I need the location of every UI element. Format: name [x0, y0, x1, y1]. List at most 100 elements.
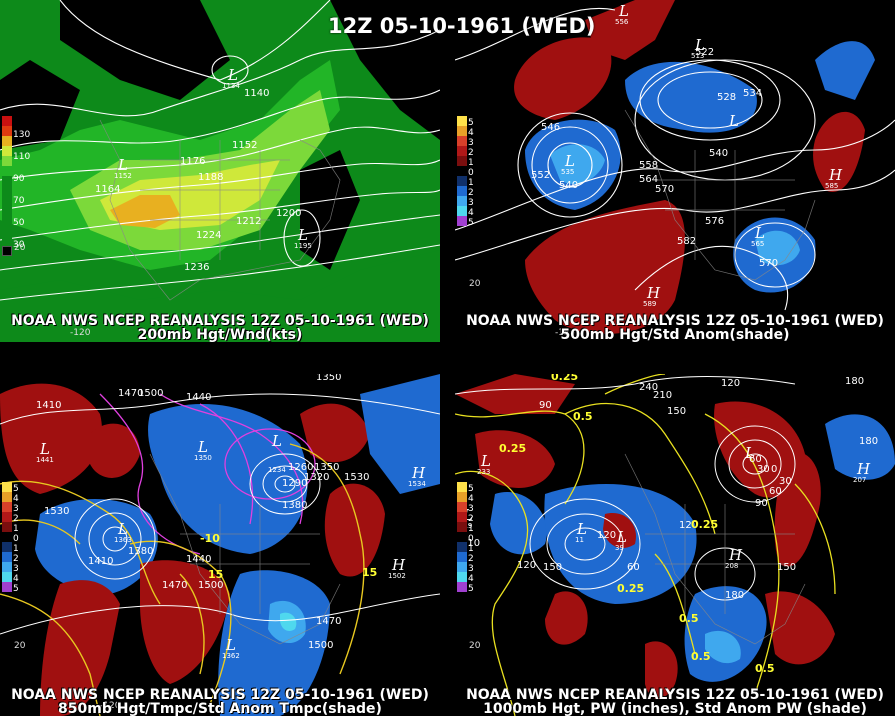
contour-label: 1176	[180, 156, 205, 167]
contour-label: 1530	[344, 472, 369, 483]
system-value: 535	[561, 168, 574, 176]
contour-label: 210	[461, 538, 480, 549]
contour-label: 1470	[118, 388, 143, 399]
contour-label: 1530	[44, 506, 69, 517]
contour-label: 1470	[162, 580, 187, 591]
latitude-tick: 20	[469, 279, 481, 289]
low-center-symbol: L	[271, 432, 282, 450]
high-center-symbol: H	[828, 166, 843, 184]
low-center-symbol: L	[754, 224, 765, 242]
contour-label: 558	[639, 160, 658, 171]
contour-label: 150	[667, 406, 686, 417]
system-value: 207	[853, 476, 866, 484]
contour-label: 1410	[88, 556, 113, 567]
low-center-symbol: L	[297, 226, 308, 244]
contour-label: 1380	[128, 546, 153, 557]
contour-label: 1380	[282, 500, 307, 511]
contour-label: 570	[655, 184, 674, 195]
system-value: 1363	[114, 536, 132, 544]
wind-speed-legend	[2, 116, 12, 256]
system-value: 1134	[222, 82, 240, 90]
panel-caption-source: NOAA NWS NCEP REANALYSIS 12Z 05-10-1961 …	[466, 687, 884, 703]
system-value: 589	[643, 300, 656, 308]
panel-caption-source: NOAA NWS NCEP REANALYSIS 12Z 05-10-1961 …	[11, 313, 429, 329]
contour-label: 120	[517, 560, 536, 571]
contour-label: 1164	[95, 184, 120, 195]
low-center-symbol: L	[480, 452, 491, 470]
contour-label: 60	[749, 454, 762, 465]
contour-label: 1350	[314, 462, 339, 473]
contour-label: 60	[769, 486, 782, 497]
contour-label: 1320	[304, 472, 329, 483]
system-value: 1350	[194, 454, 212, 462]
contour-label: 1500	[198, 580, 223, 591]
system-value: 233	[477, 468, 490, 476]
contour-label: 522	[695, 47, 714, 58]
system-value: 585	[825, 182, 838, 190]
contour-label: 0	[771, 464, 777, 475]
system-value: 1195	[294, 242, 312, 250]
contour-label: 1152	[232, 140, 257, 151]
anomaly-legend	[2, 482, 12, 592]
contour-label: 180	[725, 590, 744, 601]
precipitable-water-label: 0.25	[617, 582, 644, 595]
contour-label: 564	[639, 174, 658, 185]
precipitable-water-label: 0.5	[755, 662, 775, 675]
high-center-symbol: H	[728, 546, 743, 564]
latitude-tick: 20	[14, 641, 26, 651]
system-value: 513	[691, 52, 704, 60]
low-center-symbol: L	[576, 520, 587, 538]
panel-caption-source: NOAA NWS NCEP REANALYSIS 12Z 05-10-1961 …	[11, 687, 429, 703]
contour-label: 120	[679, 520, 698, 531]
latitude-tick: 20	[14, 243, 26, 253]
map-500mb: 522 528 534 540 546 552 540 558 564 570 …	[455, 0, 895, 342]
anomaly-legend	[457, 116, 467, 226]
panel-caption-field: 850mb Hgt/Tmpc/Std Anom Tmpc(shade)	[58, 701, 382, 716]
contour-label: 1260	[288, 462, 313, 473]
contour-label: 1140	[244, 88, 269, 99]
contour-label: 546	[541, 122, 560, 133]
precipitable-water-label: 0.25	[551, 374, 578, 383]
contour-label: 540	[709, 148, 728, 159]
system-value: 11	[575, 536, 584, 544]
contour-label: 570	[759, 258, 778, 269]
map-title: 12Z 05-10-1961 (WED)	[328, 14, 596, 38]
contour-label: 528	[717, 92, 736, 103]
longitude-tick: -120	[70, 328, 91, 338]
precipitable-water-label: 0.25	[691, 518, 718, 531]
panel-1000mb-precipitable-water: 240 210 150 120 90 60 30 0 30 60 90 120 …	[455, 374, 895, 716]
anomaly-legend	[457, 482, 467, 592]
contour-label: 120	[721, 378, 740, 389]
low-center-symbol: L	[197, 438, 208, 456]
contour-label: 30	[757, 464, 770, 475]
wind-legend-labels: 130 110 90 70 50 30	[13, 130, 31, 250]
contour-label: 1212	[236, 216, 261, 227]
low-center-symbol: L	[694, 36, 705, 54]
low-center-symbol: L	[744, 444, 755, 462]
low-center-symbol: L	[117, 156, 128, 174]
low-center-symbol: L	[462, 506, 473, 524]
temperature-label: 15	[362, 566, 377, 579]
contour-label: 1500	[138, 388, 163, 399]
system-value: 565	[751, 240, 764, 248]
map-200mb: 1140 1152 1164 1176 1188 1200 1212 1224 …	[0, 0, 440, 342]
panel-caption-field: 200mb Hgt/Wnd(kts)	[137, 327, 303, 342]
high-center-symbol: H	[411, 464, 426, 482]
panel-200mb-height-wind: 1140 1152 1164 1176 1188 1200 1212 1224 …	[0, 0, 440, 342]
panel-caption-field: 500mb Hgt/Std Anom(shade)	[560, 327, 790, 342]
system-value: 208	[725, 562, 738, 570]
contour-label: 1410	[36, 400, 61, 411]
contour-label: 1350	[316, 374, 341, 383]
high-center-symbol: H	[856, 460, 871, 478]
low-center-symbol: L	[225, 636, 236, 654]
contour-label: 540	[559, 180, 578, 191]
panel-850mb-temp-anomaly: 1410 1470 1500 1440 1350 1290 1260 1350 …	[0, 374, 440, 716]
longitude-tick: -120	[100, 701, 121, 711]
contour-label: 90	[755, 498, 768, 509]
low-center-symbol: L	[227, 66, 238, 84]
contour-label: 150	[543, 562, 562, 573]
map-850mb: 1410 1470 1500 1440 1350 1290 1260 1350 …	[0, 374, 440, 716]
